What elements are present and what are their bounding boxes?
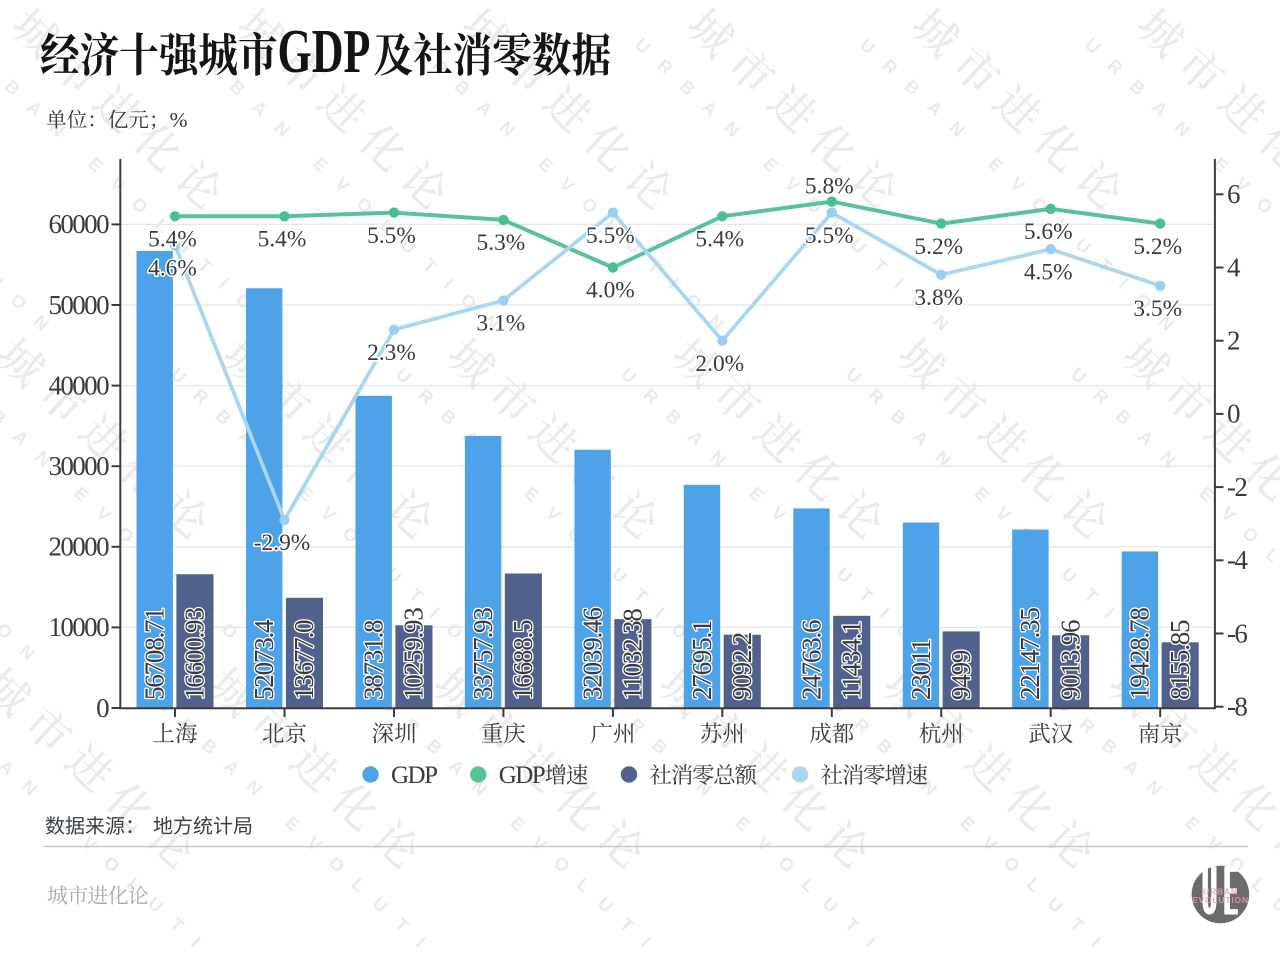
svg-text:13677.0: 13677.0 [289, 620, 319, 700]
svg-text:24763.6: 24763.6 [796, 620, 826, 700]
svg-text:5.5%: 5.5% [805, 223, 854, 249]
svg-text:60000: 60000 [48, 209, 109, 239]
svg-text:22147.35: 22147.35 [1015, 608, 1045, 700]
svg-text:5.2%: 5.2% [914, 234, 963, 260]
svg-text:3.5%: 3.5% [1133, 296, 1182, 322]
svg-text:50000: 50000 [48, 290, 109, 320]
svg-text:GDP: GDP [391, 762, 437, 789]
svg-text:11434.1: 11434.1 [837, 622, 867, 700]
svg-text:16688.5: 16688.5 [508, 620, 538, 700]
svg-text:20000: 20000 [48, 532, 109, 562]
svg-text:-4: -4 [1227, 545, 1248, 575]
svg-text:8155.85: 8155.85 [1165, 620, 1195, 700]
svg-text:5.6%: 5.6% [1024, 219, 1073, 245]
svg-text:4.6%: 4.6% [148, 256, 197, 282]
svg-text:0: 0 [1227, 399, 1240, 429]
svg-text:27695.1: 27695.1 [687, 621, 717, 700]
svg-text:-2: -2 [1227, 472, 1247, 502]
svg-text:5.4%: 5.4% [695, 227, 744, 253]
svg-text:-6: -6 [1227, 618, 1247, 648]
svg-text:3.1%: 3.1% [477, 311, 526, 337]
svg-text:9013.96: 9013.96 [1055, 620, 1085, 700]
svg-text:%: % [170, 108, 188, 132]
svg-text:5.5%: 5.5% [586, 223, 635, 249]
svg-text:3.8%: 3.8% [914, 285, 963, 311]
svg-text:32039.46: 32039.46 [577, 608, 607, 700]
svg-text:4.0%: 4.0% [586, 278, 635, 304]
svg-text:30000: 30000 [48, 451, 109, 481]
svg-text:10259.93: 10259.93 [399, 608, 429, 700]
svg-text:40000: 40000 [48, 370, 109, 400]
svg-text:19428.78: 19428.78 [1125, 608, 1155, 700]
svg-text:23011: 23011 [906, 640, 936, 701]
svg-text:2: 2 [1227, 326, 1240, 356]
svg-text:52073.4: 52073.4 [249, 619, 279, 700]
svg-text:-2.9%: -2.9% [254, 530, 311, 556]
svg-text:16600.93: 16600.93 [180, 608, 210, 700]
svg-text:GDP: GDP [499, 762, 545, 789]
svg-text:10000: 10000 [48, 612, 109, 642]
svg-text:5.2%: 5.2% [1133, 234, 1182, 260]
svg-text:EVOLUTION: EVOLUTION [1192, 895, 1249, 905]
svg-text:6: 6 [1227, 179, 1240, 209]
svg-text:11032.38: 11032.38 [618, 609, 648, 700]
svg-text:5.4%: 5.4% [148, 227, 197, 253]
svg-text:9092.2: 9092.2 [727, 632, 757, 700]
svg-text:5.8%: 5.8% [805, 174, 854, 200]
svg-text:-8: -8 [1227, 692, 1247, 722]
svg-text:5.4%: 5.4% [258, 227, 307, 253]
svg-text:33757.93: 33757.93 [468, 608, 498, 700]
svg-text:38731.8: 38731.8 [359, 620, 389, 700]
svg-text:2.0%: 2.0% [695, 351, 744, 377]
svg-text:URBAN: URBAN [1203, 887, 1238, 897]
svg-text:4: 4 [1227, 252, 1241, 282]
svg-text:2.3%: 2.3% [367, 340, 416, 366]
svg-text:GDP: GDP [278, 17, 371, 86]
svg-text:5.3%: 5.3% [477, 230, 526, 256]
svg-text:5.5%: 5.5% [367, 223, 416, 249]
svg-text:9499: 9499 [946, 650, 976, 700]
svg-text:56708.71: 56708.71 [140, 608, 170, 700]
svg-text:4.5%: 4.5% [1024, 259, 1073, 285]
svg-text:0: 0 [96, 693, 109, 723]
